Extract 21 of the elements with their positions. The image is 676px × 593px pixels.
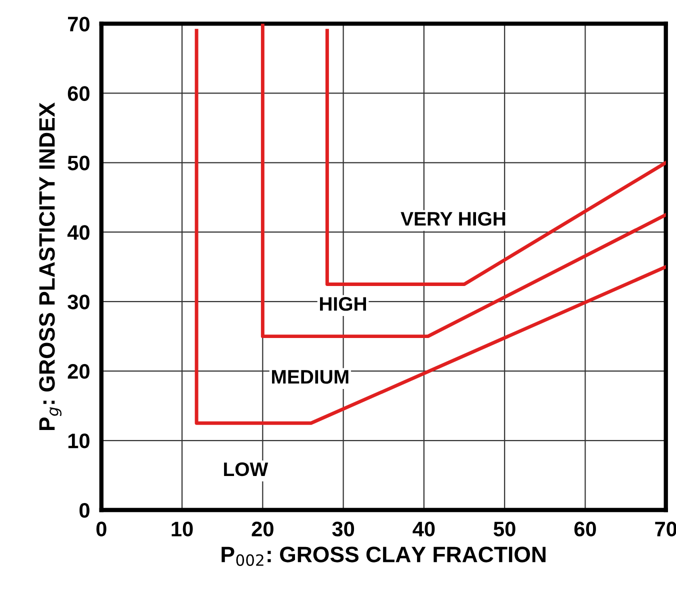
y-tick-label: 40 — [67, 225, 90, 240]
y-tick-label: 0 — [80, 502, 90, 518]
y-tick-label: 50 — [68, 156, 90, 170]
x-tick-label: 50 — [494, 522, 516, 536]
annotation: LOW — [224, 462, 268, 476]
y-tick-label: 70 — [68, 16, 90, 32]
x-tick-label: 30 — [332, 522, 354, 536]
x-tick-label: 40 — [412, 522, 435, 536]
x-tick-label: 10 — [172, 522, 193, 536]
x-tick-label: 60 — [574, 522, 596, 536]
x-tick-label: 20 — [252, 522, 274, 536]
y-tick-label: 10 — [68, 434, 90, 448]
y-tick-label: 60 — [68, 86, 90, 101]
y-tick-label: 20 — [68, 364, 90, 379]
annotation: VERY HIGH — [400, 212, 506, 226]
annotation: MEDIUM — [272, 370, 348, 384]
x-tick-label: 0 — [96, 522, 106, 536]
y-tick-label: 30 — [68, 294, 90, 310]
x-axis-title: P$_{002}$: GROSS CLAY FRACTION — [222, 546, 546, 566]
y-axis-title: P$_{g}$: GROSS PLASTICITY INDEX — [39, 102, 62, 430]
annotation: HIGH — [320, 297, 366, 311]
